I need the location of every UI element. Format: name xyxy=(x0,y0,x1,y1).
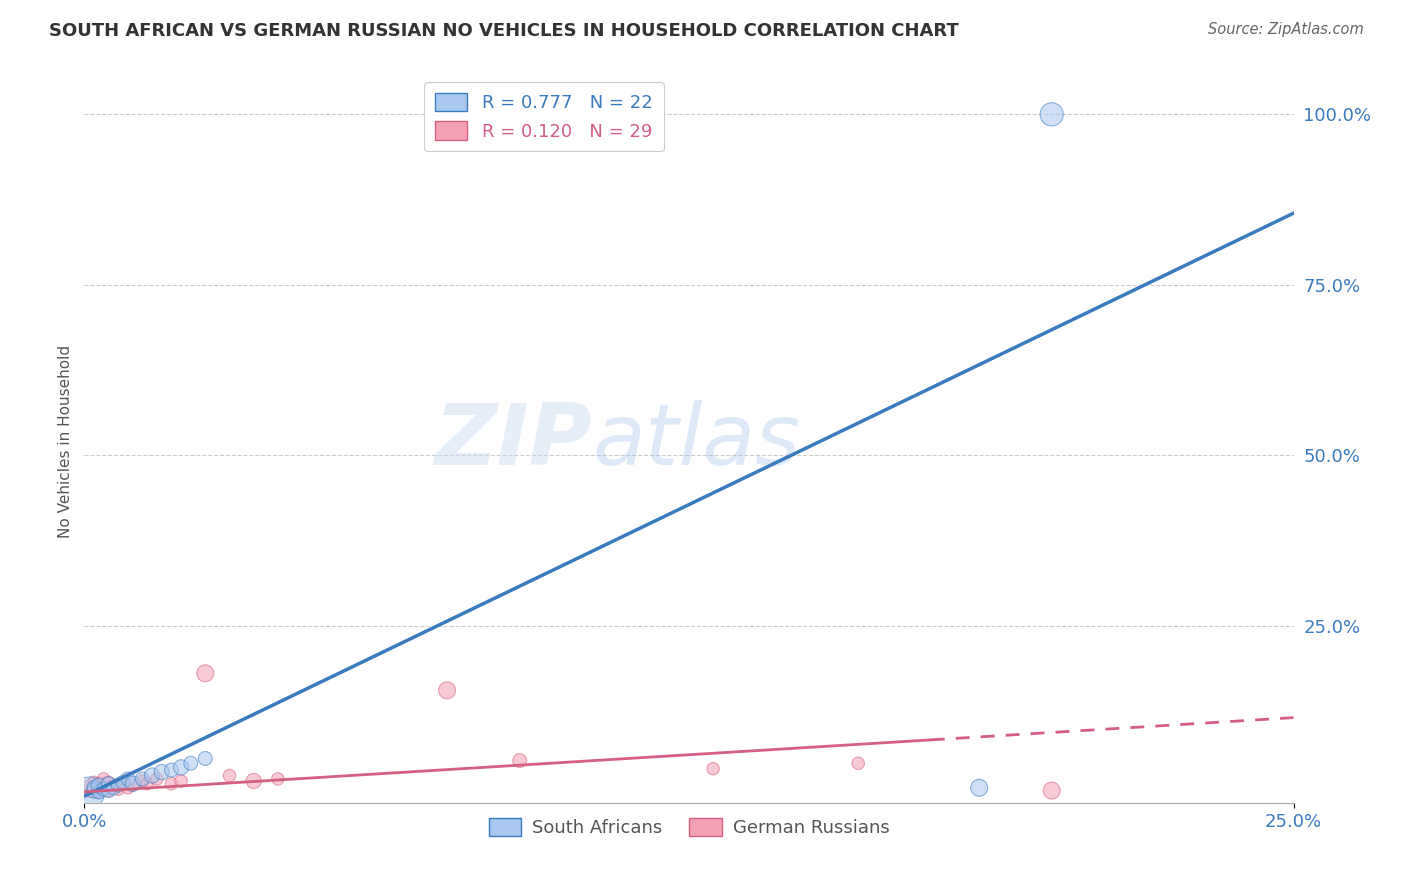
Point xyxy=(121,778,143,792)
Point xyxy=(846,756,869,771)
Point xyxy=(87,786,110,800)
Point xyxy=(77,779,100,793)
Point xyxy=(267,772,290,786)
Point xyxy=(83,782,105,797)
Text: ZIP: ZIP xyxy=(434,400,592,483)
Point xyxy=(170,774,193,789)
Point xyxy=(509,754,531,768)
Text: atlas: atlas xyxy=(592,400,800,483)
Point xyxy=(87,785,110,799)
Point xyxy=(83,780,105,795)
Point xyxy=(117,780,139,795)
Point xyxy=(107,778,129,792)
Point xyxy=(1040,783,1063,797)
Point xyxy=(97,775,120,789)
Point xyxy=(87,777,110,791)
Point xyxy=(83,783,105,797)
Point xyxy=(194,751,217,765)
Point xyxy=(131,774,153,789)
Point xyxy=(83,775,105,789)
Point xyxy=(93,782,115,797)
Point xyxy=(97,777,120,791)
Point xyxy=(107,782,129,797)
Point xyxy=(146,772,169,786)
Point xyxy=(131,772,153,786)
Point xyxy=(97,783,120,797)
Point xyxy=(150,765,173,780)
Point xyxy=(436,683,458,698)
Point xyxy=(702,762,724,776)
Point xyxy=(136,777,159,791)
Point xyxy=(93,780,115,795)
Point xyxy=(141,768,163,782)
Point xyxy=(112,777,135,791)
Point xyxy=(103,779,125,793)
Point xyxy=(218,768,240,782)
Point xyxy=(180,756,202,771)
Point xyxy=(1040,107,1063,121)
Point xyxy=(77,786,100,800)
Point xyxy=(87,779,110,793)
Text: SOUTH AFRICAN VS GERMAN RUSSIAN NO VEHICLES IN HOUSEHOLD CORRELATION CHART: SOUTH AFRICAN VS GERMAN RUSSIAN NO VEHIC… xyxy=(49,22,959,40)
Point xyxy=(97,783,120,797)
Point xyxy=(103,780,125,795)
Point xyxy=(194,666,217,681)
Point xyxy=(170,760,193,774)
Point xyxy=(93,772,115,786)
Point xyxy=(967,780,990,795)
Point xyxy=(160,777,183,791)
Legend: South Africans, German Russians: South Africans, German Russians xyxy=(481,811,897,845)
Point xyxy=(121,777,143,791)
Y-axis label: No Vehicles in Household: No Vehicles in Household xyxy=(58,345,73,538)
Point xyxy=(117,772,139,786)
Point xyxy=(242,774,264,789)
Point xyxy=(112,775,135,789)
Point xyxy=(160,763,183,777)
Point xyxy=(77,783,100,797)
Text: Source: ZipAtlas.com: Source: ZipAtlas.com xyxy=(1208,22,1364,37)
